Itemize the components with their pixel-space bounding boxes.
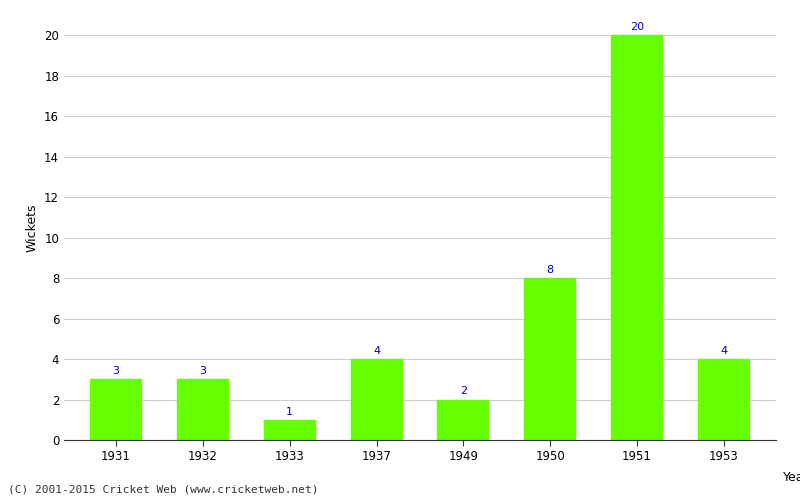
Bar [524,278,576,440]
Text: 8: 8 [546,265,554,275]
Bar [264,420,316,440]
Bar [438,400,490,440]
Bar [350,359,402,440]
Text: 1: 1 [286,406,294,416]
Text: 4: 4 [720,346,727,356]
Text: 2: 2 [460,386,467,396]
Y-axis label: Wickets: Wickets [26,203,38,252]
Bar [90,380,142,440]
Text: 20: 20 [630,22,644,32]
Text: 3: 3 [199,366,206,376]
Bar [698,359,750,440]
Text: 3: 3 [113,366,119,376]
Text: 4: 4 [373,346,380,356]
Text: (C) 2001-2015 Cricket Web (www.cricketweb.net): (C) 2001-2015 Cricket Web (www.cricketwe… [8,485,318,495]
Bar [611,35,663,440]
Text: Year: Year [783,470,800,484]
Bar [177,380,229,440]
